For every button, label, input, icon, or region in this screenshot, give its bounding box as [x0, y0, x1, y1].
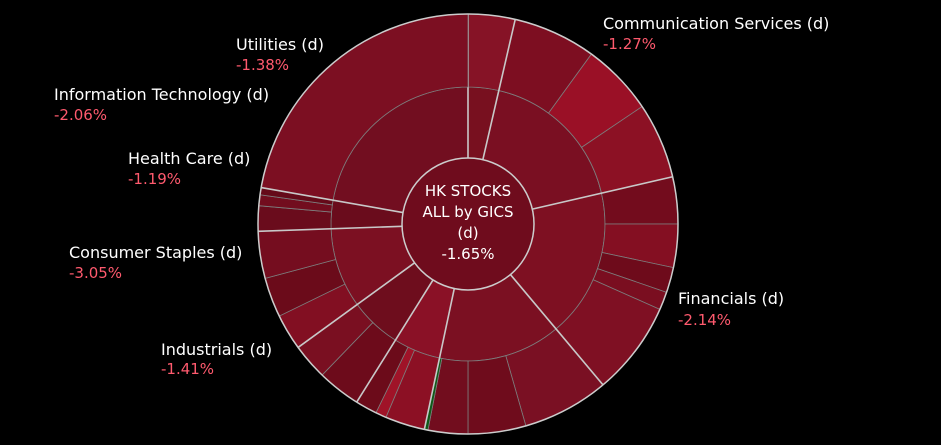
label-utilities[interactable]: Utilities (d)	[236, 35, 324, 54]
value-information-technology: -2.06%	[54, 106, 108, 124]
sector-divider-8	[261, 186, 404, 214]
value-industrials: -1.41%	[161, 360, 215, 378]
label-communication-services[interactable]: Communication Services (d)	[603, 14, 830, 33]
label-consumer-staples[interactable]: Consumer Staples (d)	[69, 243, 243, 262]
center-title-line3: (d)	[457, 224, 478, 242]
chart-border	[257, 13, 679, 435]
value-financials: -2.14%	[678, 311, 732, 329]
label-health-care[interactable]: Health Care (d)	[128, 149, 251, 168]
center-value: -1.65%	[441, 245, 494, 263]
sector-divider-3	[509, 274, 604, 386]
center-disc[interactable]	[401, 157, 535, 291]
center-title-line1: HK STOCKS	[425, 182, 511, 200]
label-financials[interactable]: Financials (d)	[678, 289, 785, 308]
sector-divider-7	[258, 225, 403, 233]
outer-ring	[257, 13, 679, 435]
label-information-technology[interactable]: Information Technology (d)	[54, 85, 270, 104]
center-title-line2: ALL by GICS	[423, 203, 514, 221]
sector-divider-1	[482, 19, 517, 160]
sector-divider-6	[297, 262, 416, 349]
sector-divider-2	[532, 175, 673, 210]
sector-divider-4	[423, 288, 456, 430]
value-communication-services: -1.27%	[603, 35, 657, 53]
label-industrials[interactable]: Industrials (d)	[161, 340, 273, 359]
inner-ring	[330, 86, 606, 362]
value-consumer-staples: -3.05%	[69, 264, 123, 282]
sector-divider-5	[356, 279, 434, 403]
value-utilities: -1.38%	[236, 56, 290, 74]
value-health-care: -1.19%	[128, 170, 182, 188]
